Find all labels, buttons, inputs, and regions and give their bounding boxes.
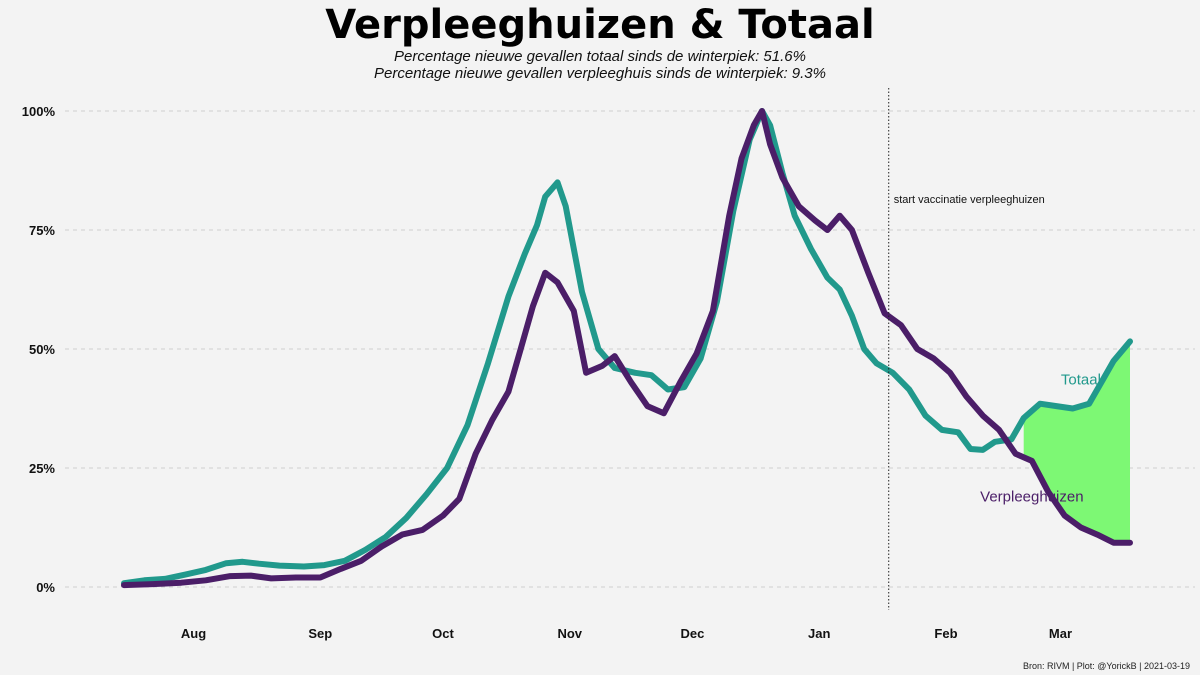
chart-subtitle-totaal: Percentage nieuwe gevallen totaal sinds … [394,48,806,65]
series-label-verpleeghuizen: Verpleeghuizen [980,488,1083,505]
x-tick-label: Dec [681,626,705,641]
y-tick-label: 75% [29,223,55,238]
grid-lines [65,110,1195,588]
y-tick-label: 0% [36,580,55,595]
series-line-verpleeghuizen [121,108,1133,589]
series-label-totaal: Totaal [1061,372,1101,389]
x-tick-label: Aug [181,626,206,641]
x-tick-label: Mar [1049,626,1072,641]
y-tick-label: 25% [29,461,55,476]
source-caption: Bron: RIVM | Plot: @YorickB | 2021-03-19 [1022,661,1190,671]
x-tick-label: Jan [808,626,830,641]
chart-subtitle-verpleeghuis: Percentage nieuwe gevallen verpleeghuis … [374,65,826,82]
series-line-totaal [121,108,1133,587]
series-labels: Totaal Verpleeghuizen [980,372,1101,506]
vaccination-annotation: start vaccinatie verpleeghuizen [894,194,1045,206]
y-tick-label: 100% [22,104,56,119]
x-tick-label: Sep [308,626,332,641]
x-tick-label: Nov [557,626,582,641]
series-lines [121,108,1133,589]
y-axis-ticks: 0% 25% 50% 75% 100% [22,104,56,595]
x-axis-ticks: Aug Sep Oct Nov Dec Jan Feb Mar [181,626,1072,641]
y-tick-label: 50% [29,342,55,357]
annotation-group: start vaccinatie verpleeghuizen [888,88,1045,610]
x-tick-label: Feb [934,626,957,641]
chart-title: Verpleeghuizen & Totaal [325,2,875,48]
x-tick-label: Oct [432,626,454,641]
